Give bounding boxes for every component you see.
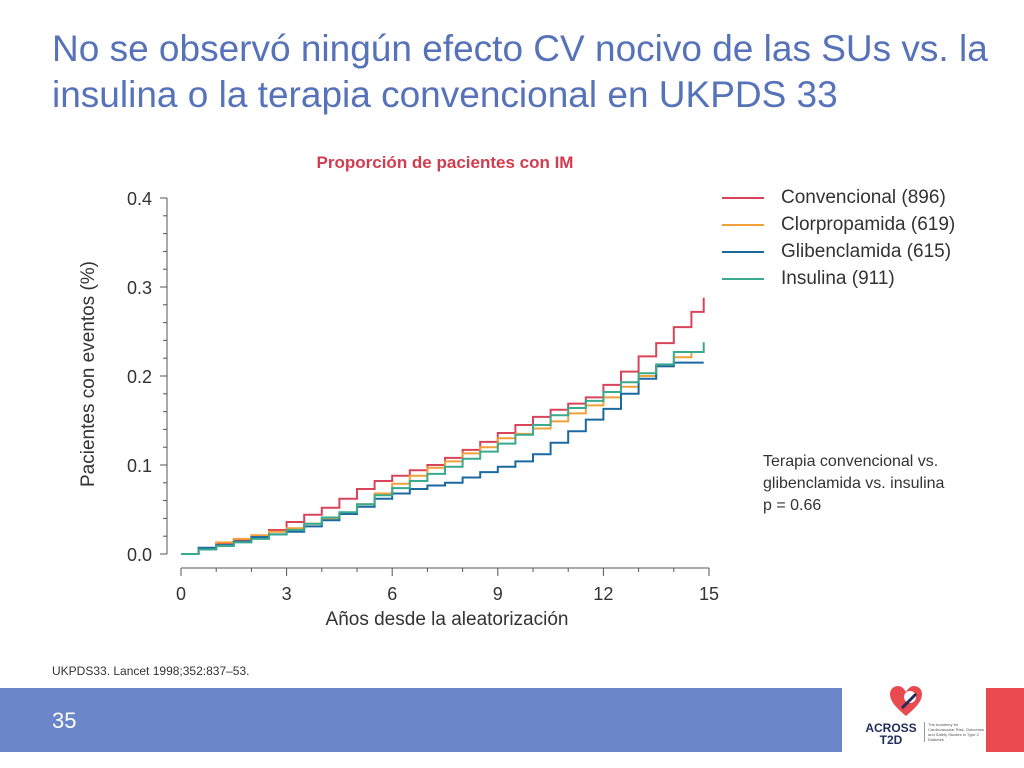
series-lines [181, 297, 705, 555]
series-line-1 [181, 352, 693, 555]
y-axis-label: Pacientes con eventos (%) [78, 261, 99, 487]
legend-swatch [722, 196, 764, 199]
legend: Convencional (896) Clorpropamida (619) G… [722, 184, 955, 292]
reference-citation: UKPDS33. Lancet 1998;352:837–53. [52, 664, 250, 678]
x-tick-label: 6 [387, 584, 397, 604]
x-tick-label: 15 [699, 584, 719, 604]
x-tick-label: 9 [493, 584, 503, 604]
x-tick-label: 0 [176, 584, 186, 604]
y-tick-label: 0.0 [127, 545, 152, 565]
series-line-0 [181, 297, 705, 555]
axes: 0.0 0.1 0.2 0.3 0.4 0 3 6 9 12 15 [127, 189, 719, 604]
y-tick-label: 0.2 [127, 367, 152, 387]
legend-item-clorpropamida: Clorpropamida (619) [722, 211, 955, 238]
series-line-2 [181, 361, 704, 555]
annotation-line: p = 0.66 [763, 497, 822, 514]
logo-tagline: The Academy for Cardiovascular Risk, Out… [924, 722, 986, 742]
legend-swatch [722, 250, 764, 253]
legend-item-convencional: Convencional (896) [722, 184, 955, 211]
series-line-3 [181, 342, 705, 555]
legend-swatch [722, 223, 764, 226]
chart-title: Proporción de pacientes con IM [316, 153, 574, 172]
legend-swatch [722, 277, 764, 280]
logo-text-line: ACROSS [865, 721, 917, 735]
legend-item-insulina: Insulina (911) [722, 265, 955, 292]
legend-item-glibenclamida: Glibenclamida (615) [722, 238, 955, 265]
annotation-line: glibenclamida vs. insulina [763, 475, 945, 492]
y-tick-label: 0.3 [127, 278, 152, 298]
legend-label: Glibenclamida (615) [781, 240, 952, 262]
p-value-annotation: Terapia convencional vs. glibenclamida v… [763, 451, 1003, 517]
footer-bar [0, 688, 842, 752]
x-axis-label: Años desde la aleatorización [326, 609, 569, 630]
y-tick-label: 0.4 [127, 189, 152, 209]
annotation-line: Terapia convencional vs. [763, 453, 939, 470]
logo-text: ACROSS T2D [862, 722, 920, 746]
corner-accent-block [986, 688, 1024, 752]
x-tick-label: 3 [282, 584, 292, 604]
heart-logo-icon [890, 686, 922, 716]
page-number: 35 [52, 708, 77, 733]
y-tick-label: 0.1 [127, 456, 152, 476]
across-t2d-logo: ACROSS T2D The Academy for Cardiovascula… [862, 684, 984, 754]
slide-title: No se observó ningún efecto CV nocivo de… [52, 28, 988, 115]
chart-plot: 0.0 0.1 0.2 0.3 0.4 0 3 6 9 12 15 Años desde la al… [78, 189, 719, 630]
legend-label: Clorpropamida (619) [781, 213, 956, 235]
x-tick-label: 12 [593, 584, 613, 604]
legend-label: Insulina (911) [781, 267, 895, 289]
legend-label: Convencional (896) [781, 186, 946, 208]
logo-text-line: T2D [879, 733, 903, 747]
